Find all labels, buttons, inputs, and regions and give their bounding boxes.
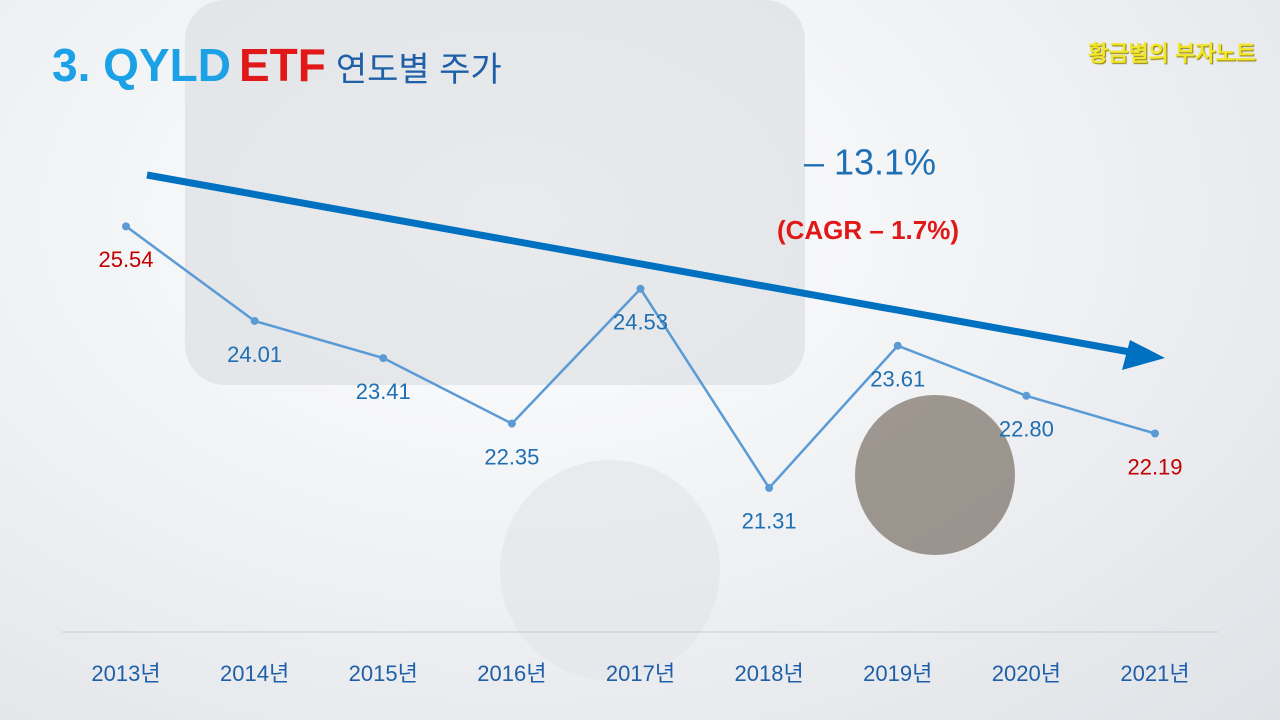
data-point [379,354,388,363]
data-point [122,222,130,231]
title-part: 3. QYLD [52,39,231,91]
plate-shape [500,460,720,680]
x-tick-label: 2014년 [220,661,289,686]
change-annotation: – 13.1% [804,142,936,183]
cagr-annotation: (CAGR – 1.7%) [777,215,959,245]
data-label: 22.35 [484,444,539,469]
trend-arrow [146,171,1131,356]
data-point [636,284,645,293]
x-tick-label: 2013년 [91,661,160,686]
x-tick-label: 2018년 [735,661,804,686]
x-tick-label: 2020년 [992,661,1061,686]
data-point [1151,429,1159,438]
data-point [250,316,259,325]
laptop-shape [185,0,805,385]
x-tick-label: 2021년 [1120,661,1189,686]
x-tick-label: 2016년 [477,661,546,686]
x-tick-label: 2017년 [606,661,675,686]
data-label: 25.54 [98,247,153,272]
title: 3. QYLD ETF 연도별 주가 [52,38,502,92]
x-tick-label: 2019년 [863,661,932,686]
data-label: 23.41 [356,379,411,404]
data-label: 24.53 [613,310,668,335]
watermark: 황금별의 부자노트 [1087,41,1256,66]
data-point [765,483,774,492]
data-label: 22.80 [999,417,1054,442]
title-part: ETF [238,39,326,91]
data-point [893,341,902,350]
data-label: 24.01 [227,342,282,367]
data-label: 23.61 [870,367,925,392]
title-part: 연도별 주가 [335,51,502,89]
data-point [1022,391,1031,400]
data-point [507,419,516,428]
x-tick-label: 2015년 [349,661,418,686]
arrow-head [1122,340,1165,370]
data-label: 21.31 [742,509,797,534]
data-label: 22.19 [1127,454,1182,479]
cup-shape [855,395,1015,555]
